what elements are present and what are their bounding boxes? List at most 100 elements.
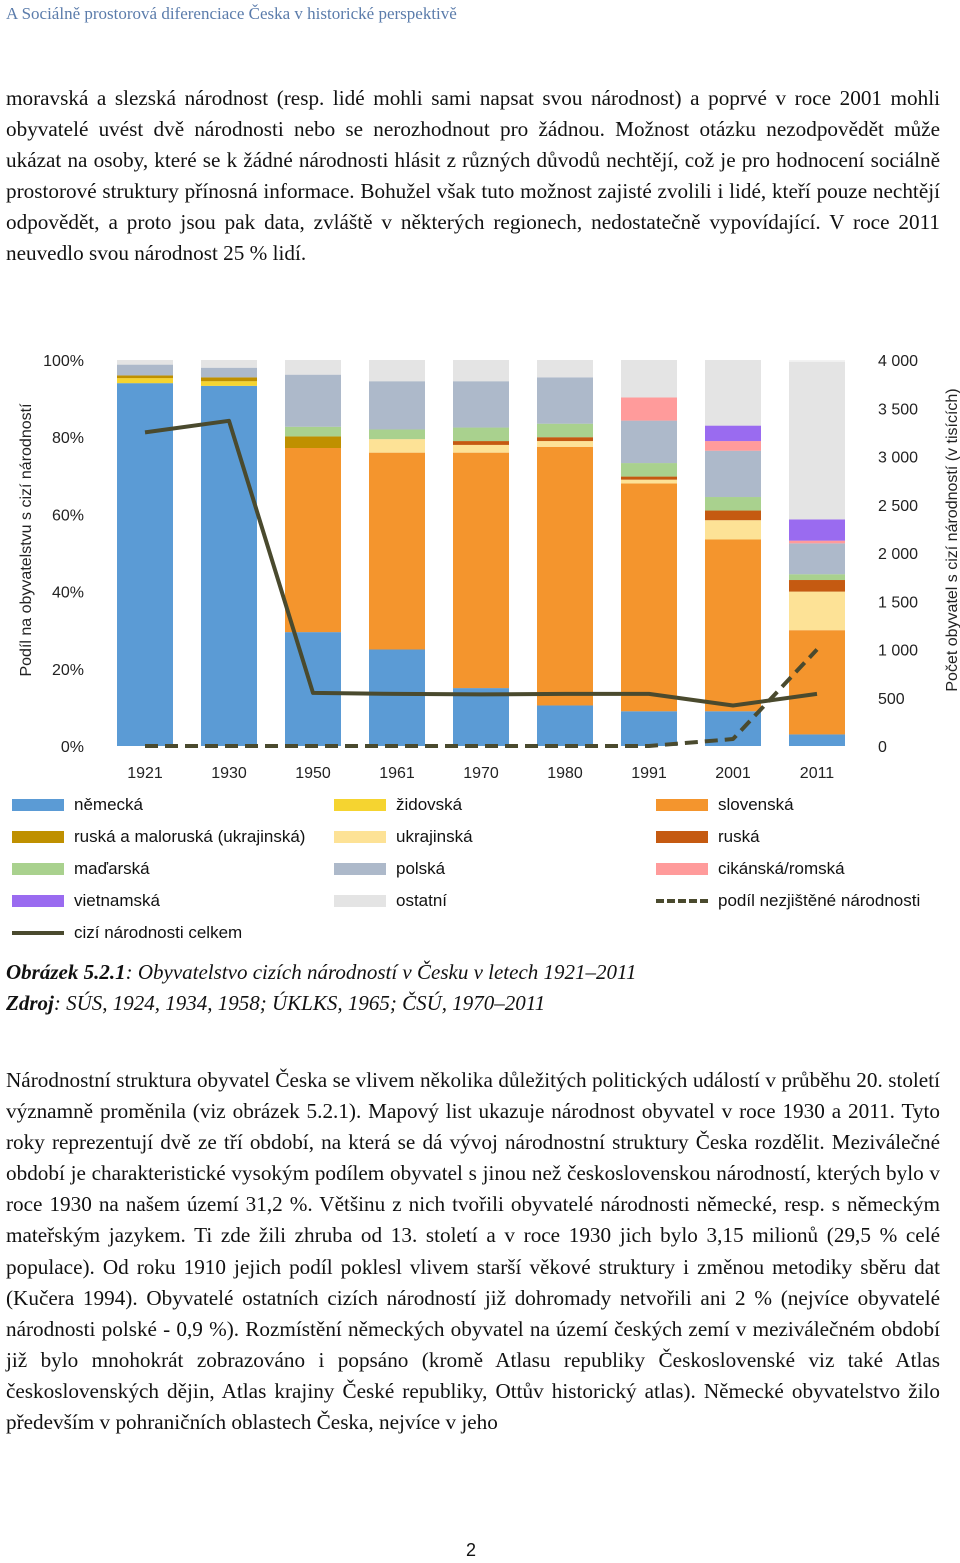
legend-label: ukrajinská [396, 827, 473, 846]
legend-dashed-line [656, 899, 708, 903]
legend-item: podíl nezjištěné národnosti [656, 891, 920, 911]
line-series-total [144, 418, 818, 708]
y2-tick-label: 2 500 [878, 498, 918, 515]
y2-tick-label: 1 500 [878, 594, 918, 611]
legend-item: ruská [656, 827, 760, 847]
legend-item: židovská [334, 795, 462, 815]
legend-label: podíl nezjištěné národnosti [718, 891, 921, 910]
x-tick-label: 2011 [800, 765, 835, 782]
figure-label: Obrázek 5.2.1 [6, 960, 126, 984]
source-label: Zdroj [6, 991, 54, 1015]
legend-swatch [334, 831, 386, 843]
legend-item: vietnamská [12, 891, 160, 911]
x-tick-label: 1930 [211, 765, 247, 782]
legend-item: ostatní [334, 891, 447, 911]
figure-text: : Obyvatelstvo cizích národností v Česku… [125, 960, 637, 984]
y2-tick-label: 3 000 [878, 450, 918, 467]
legend-swatch [656, 831, 708, 843]
bar-segment [789, 519, 845, 541]
bar-segment [621, 397, 677, 421]
legend-swatch [12, 863, 64, 875]
bar-segment [537, 423, 593, 438]
legend-swatch [12, 895, 64, 907]
legend-solid-line [12, 931, 64, 935]
line-series-unknown-share [145, 648, 819, 748]
page-number: 2 [466, 1540, 477, 1560]
legend-swatch [334, 799, 386, 811]
y2-axis-label: Počet obyvatel s cizí národností (v tisí… [944, 388, 960, 691]
bar-segment [453, 381, 509, 428]
bar-segment [789, 543, 845, 575]
legend-item: polská [334, 859, 445, 879]
bar-segment [705, 450, 761, 498]
bar-segment [705, 360, 761, 426]
bar-segment [453, 688, 509, 746]
y2-tick-label: 4 000 [878, 353, 918, 370]
bar-segment [537, 437, 593, 442]
figure-source: Zdroj: SÚS, 1924, 1934, 1958; ÚKLKS, 196… [6, 988, 636, 1019]
bar-segment [789, 540, 845, 544]
legend-swatch [12, 799, 64, 811]
legend-swatch [656, 799, 708, 811]
legend-item: ruská a maloruská (ukrajinská) [12, 827, 305, 847]
y-tick-label: 60% [52, 507, 84, 524]
x-tick-label: 1961 [379, 765, 415, 782]
bar-segment [369, 452, 425, 650]
bar-segment [705, 539, 761, 712]
bar-segment [117, 375, 173, 379]
bar-segment [705, 497, 761, 511]
bar-segment [369, 429, 425, 440]
bar-segment [453, 452, 509, 689]
bar-segment [453, 360, 509, 382]
bar-segment [117, 378, 173, 384]
legend-item: cikánská/romská [656, 859, 845, 879]
legend-item: německá [12, 795, 143, 815]
bar-segment [789, 574, 845, 581]
y-tick-label: 40% [52, 585, 84, 602]
bar-segment [369, 439, 425, 453]
y-tick-label: 20% [52, 662, 84, 679]
legend-label: cikánská/romská [718, 859, 845, 878]
y-tick-label: 0% [61, 739, 84, 756]
bar-segment [705, 425, 761, 442]
bar-segment [537, 705, 593, 746]
y-tick-label: 100% [43, 353, 84, 370]
x-tick-label: 1970 [463, 765, 499, 782]
bar-segment [285, 360, 341, 375]
y2-tick-label: 1 000 [878, 643, 918, 660]
x-tick-label: 1991 [631, 765, 667, 782]
bar-segment [537, 446, 593, 706]
y2-tick-label: 3 500 [878, 401, 918, 418]
legend-label: cizí národnosti celkem [74, 923, 243, 942]
legend-label: maďarská [74, 859, 150, 878]
paragraph-intro-text: moravská a slezská národnost (resp. lidé… [6, 86, 940, 266]
bar-segment [621, 483, 677, 712]
bar-segment [705, 441, 761, 451]
bar-segment [537, 360, 593, 378]
bar-segment [201, 367, 257, 378]
bar-segment [117, 383, 173, 746]
bar-segment [285, 374, 341, 427]
legend-item: ukrajinská [334, 827, 473, 847]
bar-segment [201, 377, 257, 382]
bar-segment [789, 630, 845, 735]
running-header: A Sociálně prostorová diferenciace Česka… [6, 4, 457, 23]
bar-segment [453, 444, 509, 453]
legend-swatch [334, 863, 386, 875]
bar-segment [621, 463, 677, 477]
bar-segment [201, 381, 257, 386]
legend-label: vietnamská [74, 891, 160, 910]
y2-tick-label: 0 [878, 739, 887, 756]
bar-segment [453, 427, 509, 442]
bar-segment [285, 426, 341, 437]
bar-segment [621, 420, 677, 464]
legend-label: židovská [396, 795, 463, 814]
x-tick-label: 1950 [295, 765, 331, 782]
y-axis-label: Podíl na obyvatelstvu s cizí národností [18, 403, 35, 677]
legend-label: polská [396, 859, 446, 878]
legend-swatch [656, 863, 708, 875]
bar-segment [117, 360, 173, 365]
bar-segment [201, 385, 257, 746]
bar-segment [621, 360, 677, 398]
y2-tick-label: 2 000 [878, 546, 918, 563]
